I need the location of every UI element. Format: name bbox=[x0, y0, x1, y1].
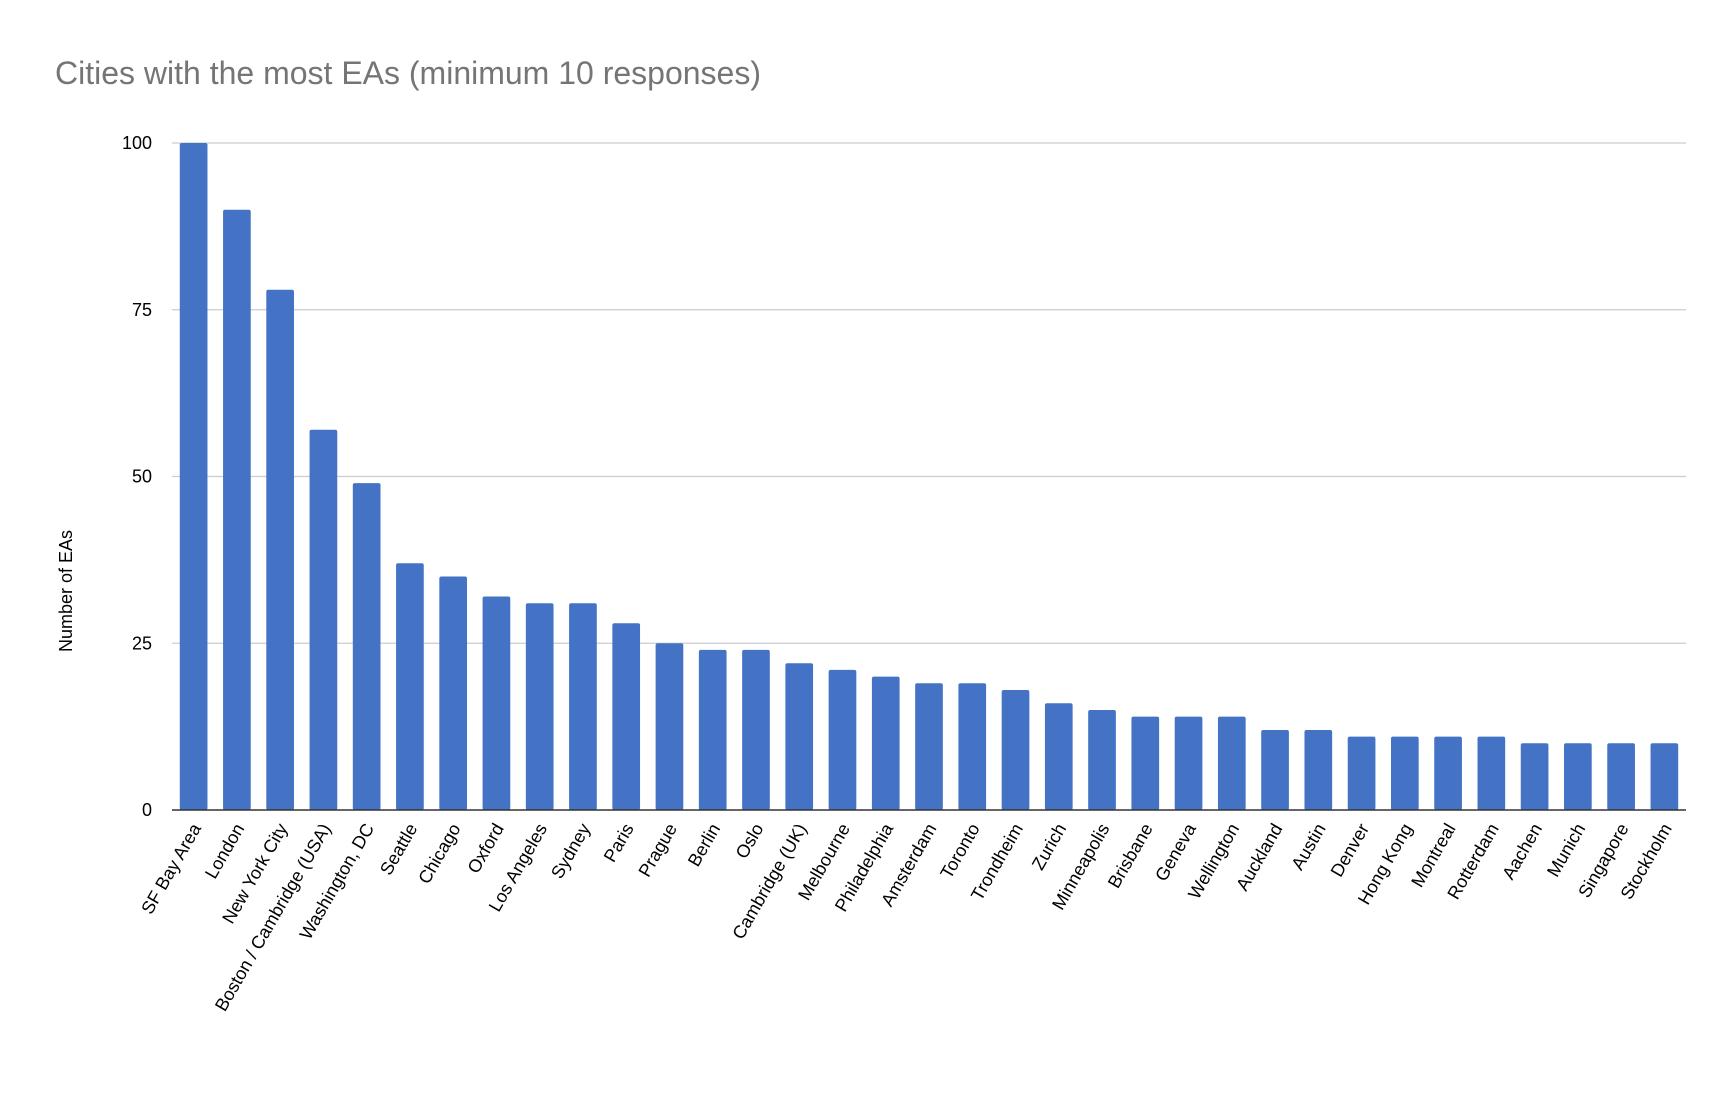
x-tick-label: Berlin bbox=[684, 820, 724, 870]
bar bbox=[396, 563, 424, 810]
bar bbox=[179, 143, 208, 810]
bar bbox=[828, 669, 857, 810]
y-axis-ticks: 0 25 50 75 100 bbox=[122, 133, 152, 820]
x-tick-label: Denver bbox=[1327, 820, 1373, 880]
bar bbox=[1607, 743, 1635, 810]
x-tick-label: Austin bbox=[1287, 820, 1329, 873]
chart-title: Cities with the most EAs (minimum 10 res… bbox=[55, 55, 761, 91]
bar bbox=[352, 483, 381, 810]
bar bbox=[785, 663, 814, 810]
y-axis-label: Number of EAs bbox=[56, 530, 76, 652]
bar bbox=[871, 676, 900, 810]
y-tick-label: 25 bbox=[132, 633, 152, 653]
bar bbox=[1001, 689, 1030, 810]
bar bbox=[1088, 709, 1116, 810]
x-tick-label: Sydney bbox=[547, 820, 594, 882]
x-tick-label: SF Bay Area bbox=[137, 819, 205, 917]
x-tick-label: Aachen bbox=[1498, 820, 1546, 883]
bar bbox=[742, 649, 770, 810]
bar bbox=[958, 683, 987, 810]
bar bbox=[525, 603, 554, 810]
y-tick-label: 0 bbox=[142, 800, 152, 820]
x-tick-label: Seattle bbox=[376, 820, 421, 879]
bar bbox=[698, 649, 727, 810]
bar bbox=[1650, 743, 1679, 810]
x-tick-label: Toronto bbox=[936, 820, 983, 882]
bar bbox=[1304, 729, 1333, 810]
x-tick-label: Zurich bbox=[1028, 820, 1070, 873]
x-tick-label: London bbox=[201, 820, 248, 882]
gridlines bbox=[172, 142, 1686, 644]
bar bbox=[915, 683, 943, 810]
x-tick-label: Geneva bbox=[1151, 819, 1200, 884]
bar bbox=[569, 603, 597, 810]
bar bbox=[439, 576, 468, 810]
bar bbox=[1477, 736, 1506, 810]
bar bbox=[223, 209, 251, 810]
x-tick-label: Chicago bbox=[414, 820, 464, 887]
bar bbox=[1131, 716, 1160, 810]
bar bbox=[1390, 736, 1419, 810]
bar bbox=[1520, 743, 1549, 810]
bar bbox=[1347, 736, 1376, 810]
bars bbox=[179, 143, 1679, 810]
bar bbox=[1564, 743, 1592, 810]
y-tick-label: 50 bbox=[132, 467, 152, 487]
x-tick-label: Prague bbox=[635, 820, 681, 880]
x-tick-label: Munich bbox=[1543, 820, 1589, 880]
y-tick-label: 75 bbox=[132, 300, 152, 320]
bar bbox=[612, 623, 641, 810]
x-tick-label: Oslo bbox=[732, 820, 768, 862]
bar bbox=[266, 289, 294, 810]
bar bbox=[1434, 736, 1462, 810]
bar bbox=[1217, 716, 1246, 810]
bar bbox=[1174, 716, 1203, 810]
bar bbox=[482, 596, 511, 810]
bar bbox=[1261, 729, 1289, 810]
x-tick-label: Paris bbox=[600, 820, 638, 866]
x-tick-label: Oxford bbox=[464, 820, 508, 877]
bar bbox=[309, 429, 338, 810]
y-tick-label: 100 bbox=[122, 133, 152, 153]
bar bbox=[655, 643, 684, 810]
bar bbox=[1044, 703, 1073, 810]
